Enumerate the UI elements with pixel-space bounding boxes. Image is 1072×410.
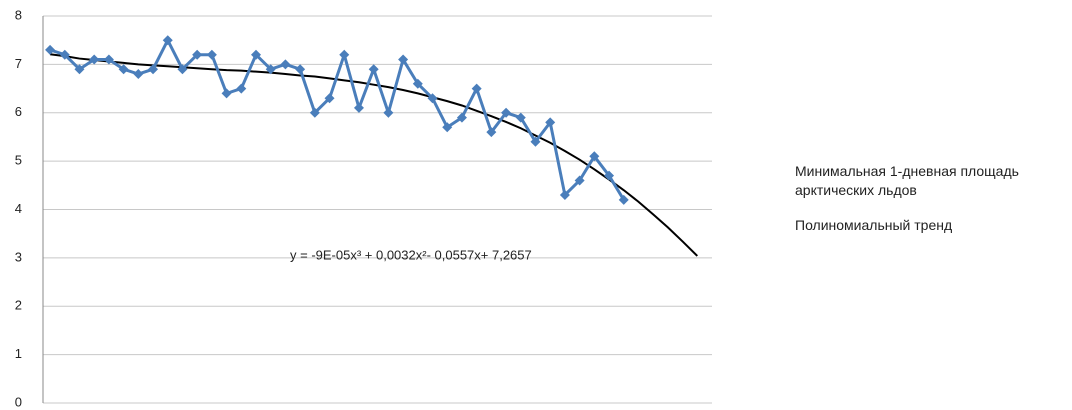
data-point: [574, 175, 585, 186]
data-point: [486, 127, 497, 138]
data-point: [59, 49, 70, 60]
data-point: [530, 136, 541, 147]
data-point: [324, 93, 335, 104]
data-point: [177, 64, 188, 75]
data-point: [45, 44, 56, 55]
data-point: [250, 49, 261, 60]
data-point: [118, 64, 129, 75]
data-point: [221, 88, 232, 99]
data-point: [545, 117, 556, 128]
data-point: [604, 170, 615, 181]
data-point: [148, 64, 159, 75]
data-point: [353, 102, 364, 113]
y-tick-label: 4: [15, 201, 22, 216]
data-point: [368, 64, 379, 75]
data-point: [192, 49, 203, 60]
data-point: [162, 35, 173, 46]
series-line: [49, 53, 698, 257]
trend-equation: y = -9E-05x³ + 0,0032x²- 0,0557x+ 7,2657: [290, 247, 532, 262]
data-point: [339, 49, 350, 60]
data-point: [456, 112, 467, 123]
legend-marker: [764, 167, 774, 177]
data-point: [412, 78, 423, 89]
data-point: [133, 69, 144, 80]
y-tick-label: 0: [15, 394, 22, 409]
data-point: [618, 194, 629, 205]
y-tick-label: 1: [15, 346, 22, 361]
data-point: [265, 64, 276, 75]
legend-label: Минимальная 1-дневная площадь арктически…: [795, 163, 1019, 198]
data-point: [280, 59, 291, 70]
data-point: [427, 93, 438, 104]
data-point: [589, 151, 600, 162]
data-point: [383, 107, 394, 118]
data-point: [442, 122, 453, 133]
data-point: [501, 107, 512, 118]
y-tick-label: 3: [15, 249, 22, 264]
data-point: [295, 64, 306, 75]
data-point: [559, 189, 570, 200]
data-point: [206, 49, 217, 60]
data-point: [309, 107, 320, 118]
data-point: [398, 54, 409, 65]
data-point: [103, 54, 114, 65]
series-line: [49, 36, 626, 201]
data-point: [74, 64, 85, 75]
y-tick-label: 6: [15, 104, 22, 119]
y-tick-label: 8: [15, 7, 22, 22]
data-point: [89, 54, 100, 65]
data-point: [471, 83, 482, 94]
y-tick-label: 2: [15, 298, 22, 313]
y-tick-label: 5: [15, 153, 22, 168]
legend-label: Полиномиальный тренд: [795, 217, 953, 233]
data-point: [515, 112, 526, 123]
y-tick-label: 7: [15, 56, 22, 71]
data-point: [236, 83, 247, 94]
